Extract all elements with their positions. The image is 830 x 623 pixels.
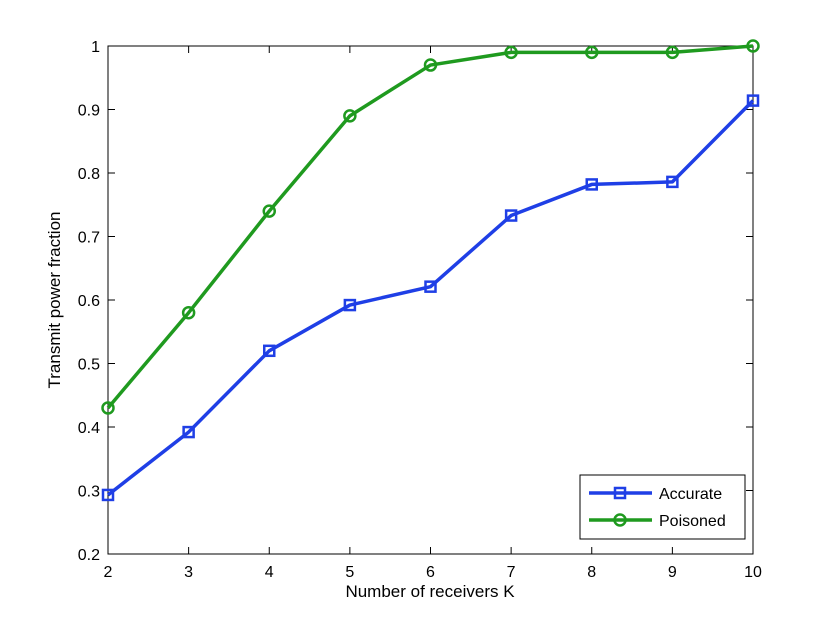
data-point-poisoned — [665, 45, 680, 60]
y-tick-label: 0.8 — [78, 166, 100, 183]
x-tick-label: 5 — [345, 564, 354, 581]
y-tick-label: 0.2 — [78, 547, 100, 564]
legend-item-accurate: Accurate — [589, 486, 722, 503]
y-tick-label: 0.3 — [78, 484, 100, 501]
x-tick-label: 3 — [184, 564, 193, 581]
data-point-poisoned — [343, 109, 357, 123]
data-point-accurate — [424, 280, 437, 293]
y-tick-label: 1 — [91, 39, 100, 56]
x-tick-label: 6 — [426, 564, 435, 581]
series-accurate — [101, 94, 760, 502]
legend-label: Poisoned — [659, 513, 726, 530]
data-point-accurate — [182, 425, 195, 439]
data-point-accurate — [746, 94, 760, 107]
plot-area — [107, 45, 754, 555]
legend-marker — [613, 486, 627, 500]
y-tick-label: 0.4 — [78, 420, 100, 437]
data-point-accurate — [504, 209, 518, 222]
legend-label: Accurate — [659, 486, 722, 503]
data-point-accurate — [585, 178, 598, 191]
x-tick-label: 8 — [587, 564, 596, 581]
y-tick-label: 0.9 — [78, 103, 100, 120]
legend-item-poisoned: Poisoned — [589, 513, 726, 530]
data-point-accurate — [343, 298, 357, 312]
x-tick-label: 2 — [104, 564, 113, 581]
legend-marker — [613, 513, 627, 527]
x-tick-label: 9 — [668, 564, 677, 581]
x-tick-label: 4 — [265, 564, 274, 581]
legend: Accurate Poisoned — [579, 474, 746, 540]
data-point-poisoned — [423, 58, 438, 72]
data-point-poisoned — [504, 45, 518, 60]
legend-items: Accurate Poisoned — [589, 486, 726, 530]
y-tick-label: 0.5 — [78, 357, 100, 374]
legend-box — [579, 474, 746, 540]
axis-ticks: 2 3 4 5 6 7 8 9 10 0.2 0.3 0.4 0.5 0.6 0.7 0.8 0.9 1 — [78, 39, 762, 581]
y-axis-title: Transmit power fraction — [45, 212, 64, 389]
data-point-poisoned — [181, 305, 196, 320]
x-tick-label: 7 — [507, 564, 516, 581]
data-point-accurate — [263, 344, 276, 358]
series-layer — [101, 39, 760, 502]
data-point-poisoned — [262, 204, 276, 218]
series-poisoned — [101, 39, 760, 415]
x-tick-label: 10 — [744, 564, 762, 581]
x-axis-title: Number of receivers K — [345, 582, 515, 601]
data-point-poisoned — [746, 39, 760, 53]
data-point-accurate — [101, 488, 115, 502]
y-tick-label: 0.7 — [78, 230, 100, 247]
data-point-poisoned — [101, 401, 115, 415]
data-point-accurate — [666, 175, 679, 189]
series-line-accurate — [106, 99, 755, 497]
data-point-poisoned — [585, 45, 599, 60]
y-tick-label: 0.6 — [78, 293, 100, 310]
series-line-poisoned — [106, 44, 754, 410]
